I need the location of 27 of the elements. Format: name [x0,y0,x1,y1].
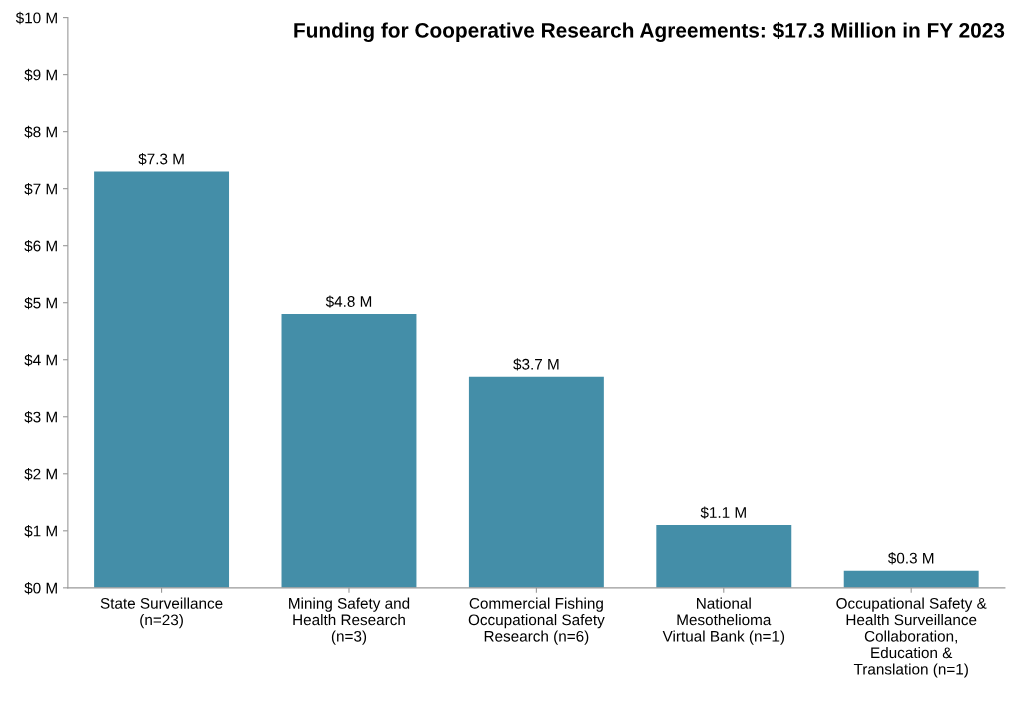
y-tick-label: $8 M [24,125,57,139]
y-tick-label: $0 M [24,582,57,595]
bar [843,570,979,588]
y-tick-label: $4 M [24,353,57,367]
x-tick-label: Mining Safety and Health Research (n=3) [289,597,410,645]
y-tick-label: $10 M [15,11,57,25]
bar [281,314,417,588]
bar [468,376,604,588]
y-tick-label: $1 M [24,525,57,538]
data-label: $0.3 M [888,552,934,565]
y-tick-label: $9 M [24,68,57,82]
data-label: $4.8 M [325,295,372,308]
y-tick-label: $3 M [24,410,57,424]
y-tick-label: $7 M [24,182,57,196]
y-tick-label: $5 M [24,296,57,310]
x-tick-label: Occupational Safety & Health Surveillance Collaboration, Education & Translation (n=1) [836,597,987,678]
data-label: $7.3 M [138,152,184,166]
x-tick-label: Commercial Fishing Occupational Safety Research (n=6) [468,597,605,645]
y-tick-label: $2 M [24,468,57,481]
data-label: $1.1 M [700,506,746,519]
bar [94,171,230,588]
data-label: $3.7 M [513,358,559,371]
chart-title: Funding for Cooperative Research Agreements: $17.3 Million in FY 2023 [294,22,1005,42]
x-tick-label: State Surveillance (n=23) [100,597,223,629]
y-tick-label: $6 M [24,239,57,253]
bar [656,525,792,588]
x-tick-label: National Mesothelioma Virtual Bank (n=1) [662,597,785,645]
